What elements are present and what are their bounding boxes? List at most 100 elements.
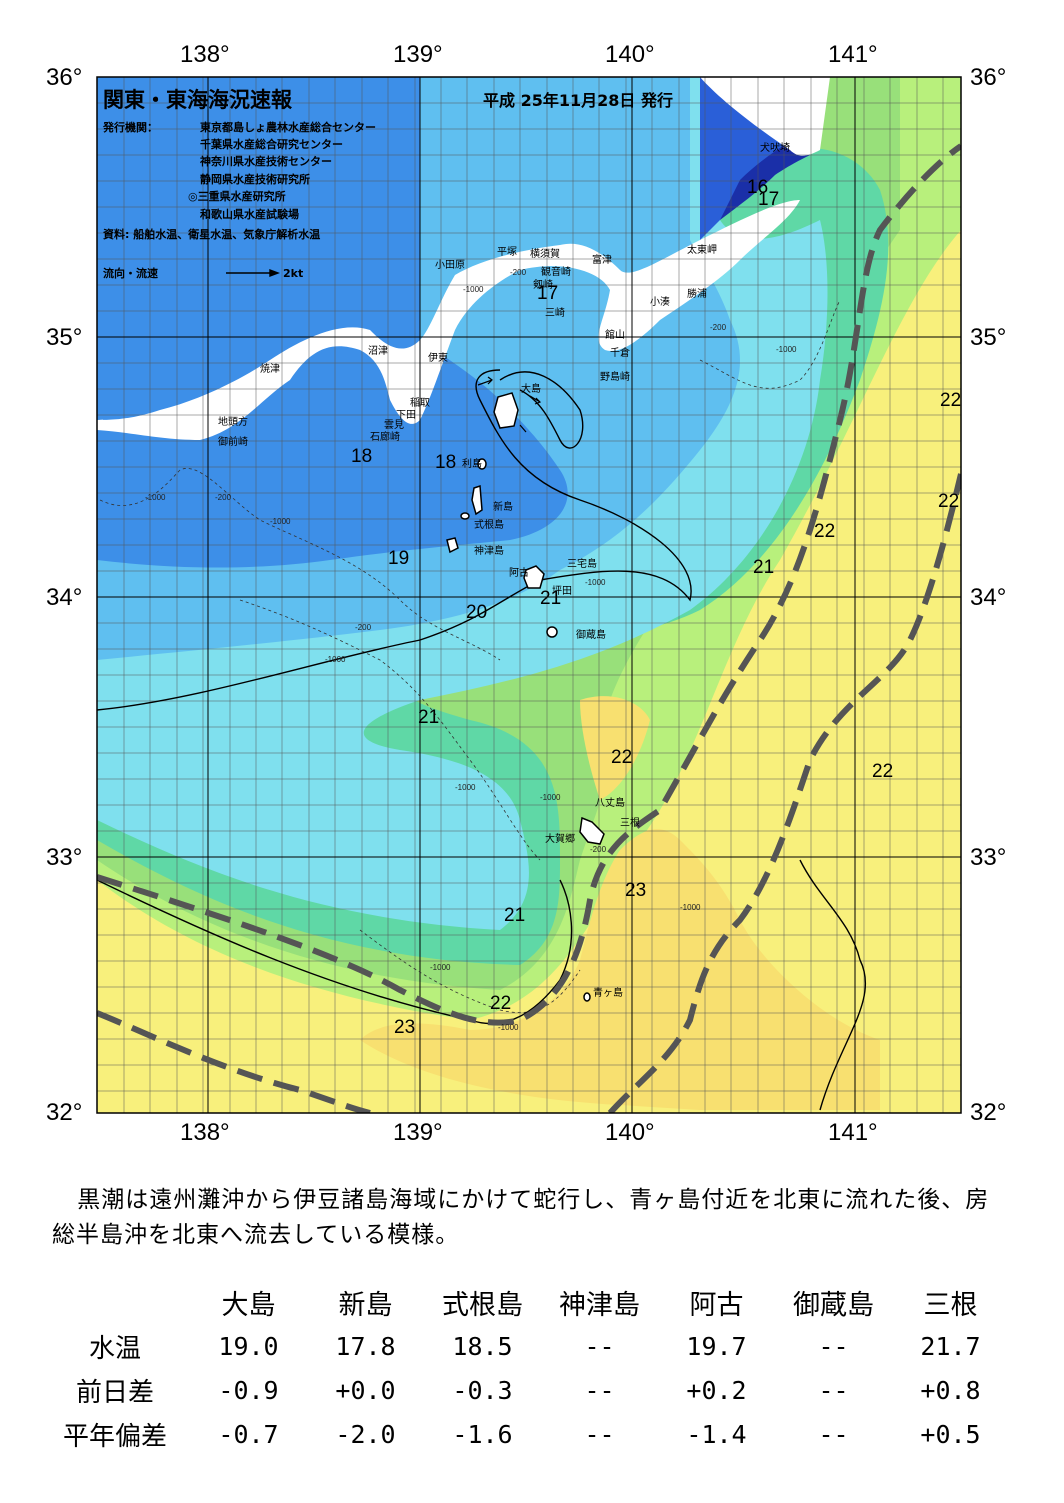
issuer-label: 発行機関： — [102, 120, 158, 134]
place-name: 太東岬 — [687, 243, 717, 256]
table-cell: -0.3 — [452, 1375, 513, 1405]
place-name: 館山 — [605, 328, 625, 341]
place-name: 富津 — [592, 253, 612, 266]
depth-label: -1000 — [455, 783, 476, 792]
table-header-row: 大島 新島 式根島 神津島 阿古 御蔵島 三根 — [40, 1280, 1009, 1324]
table-row: 水温 19.0 17.8 18.5 -- 19.7 -- 21.7 — [40, 1324, 1009, 1368]
place-name: 三根 — [620, 816, 640, 829]
data-source: 資料: 船舶水温、衛星水温、気象庁解析水温 — [103, 227, 320, 241]
place-name: 小湊 — [650, 295, 670, 308]
lon-label: 138° — [180, 1119, 230, 1146]
flow-scale-label: 2kt — [283, 267, 303, 280]
place-name: 八丈島 — [595, 796, 625, 809]
isotherm-label: 17 — [537, 283, 558, 304]
isotherm-label: 19 — [388, 548, 409, 569]
lat-label: 33° — [46, 844, 82, 871]
isotherm-label: 21 — [504, 905, 525, 926]
table-cell: -- — [584, 1375, 615, 1405]
lat-label: 34° — [970, 584, 1006, 611]
island-oshima — [493, 392, 519, 429]
isotherm-label: 22 — [814, 521, 835, 542]
place-name: 大賀郷 — [545, 832, 575, 845]
depth-label: -1000 — [540, 793, 561, 802]
place-name: 下田 — [396, 410, 416, 421]
zone-16 — [720, 130, 810, 220]
issuer-item: 東京都島しょ農林水産総合センター — [200, 120, 376, 134]
lat-label: 35° — [970, 324, 1006, 351]
isotherm-label: 16 — [747, 177, 768, 198]
map-title: 関東・東海海況速報 — [103, 88, 293, 112]
depth-label: -1000 — [585, 578, 606, 587]
lat-label: 36° — [970, 64, 1006, 91]
place-name: 神津島 — [474, 544, 504, 557]
place-name: 雲見 — [384, 419, 404, 431]
latitude-labels-left: 36° 35° 34° 33° 32° — [46, 64, 82, 1126]
place-name: 御前崎 — [218, 435, 248, 448]
depth-contours — [99, 299, 841, 1013]
lon-label: 141° — [828, 41, 878, 68]
issuer-list: 東京都島しょ農林水産総合センター 千葉県水産総合研究センター 神奈川県水産技術セ… — [188, 120, 376, 221]
place-name: 勝浦 — [687, 287, 707, 300]
depth-labels: -200 -1000 -200 -1000 -1000 -200 -1000 -… — [145, 268, 797, 1032]
table-cell: -2.0 — [335, 1419, 396, 1449]
table-cell: -- — [818, 1419, 849, 1449]
depth-label: -1000 — [463, 285, 484, 294]
column-header: 三根 — [923, 1289, 978, 1321]
island-miyakejima — [523, 565, 545, 589]
land — [97, 77, 830, 440]
place-name: 野島崎 — [600, 370, 630, 383]
longitude-labels-top: 138° 139° 140° 141° — [180, 41, 878, 68]
depth-label: -1000 — [270, 517, 291, 526]
issuer-item: 千葉県水産総合研究センター — [200, 137, 343, 151]
isotherm-label: 22 — [872, 761, 893, 782]
issuer-item: 静岡県水産技術研究所 — [200, 172, 310, 186]
table-cell: -1.6 — [452, 1419, 513, 1449]
depth-label: -1000 — [680, 903, 701, 912]
latitude-labels-right: 36° 35° 34° 33° 32° — [970, 64, 1006, 1126]
place-name: 千倉 — [610, 346, 630, 359]
place-names: 犬吠埼 太東岬 勝浦 小湊 館山 千倉 野島崎 富津 横須賀 観音崎 剱崎 三崎… — [218, 141, 790, 999]
depth-label: -200 — [355, 623, 372, 632]
island-aogashima — [583, 992, 591, 1002]
depth-label: -200 — [710, 323, 727, 332]
depth-label: -1000 — [430, 963, 451, 972]
depth-label: -200 — [590, 845, 607, 854]
lon-label: 139° — [393, 41, 443, 68]
lat-label: 36° — [46, 64, 82, 91]
place-name: 伊東 — [428, 351, 448, 364]
flow-scale-arrow — [226, 268, 280, 278]
place-name: 焼津 — [260, 363, 280, 375]
column-header: 阿古 — [689, 1289, 744, 1321]
table-cell: -- — [584, 1419, 615, 1449]
place-name: 平塚 — [497, 246, 517, 258]
table-cell: -1.4 — [686, 1419, 747, 1449]
table-cell: +0.2 — [686, 1375, 747, 1405]
lon-label: 140° — [605, 41, 655, 68]
longitude-labels-bottom: 138° 139° 140° 141° — [180, 1119, 878, 1146]
island-mikurajima — [546, 626, 558, 638]
isotherm-label: 20 — [466, 602, 487, 623]
kuroshio-axis — [97, 143, 961, 1113]
row-header: 平年偏差 — [62, 1421, 167, 1452]
lon-label: 138° — [180, 41, 230, 68]
grid — [97, 77, 961, 1113]
place-name: 大島 — [521, 382, 541, 395]
summary-text: 黒潮は遠州灘沖から伊豆諸島海域にかけて蛇行し、青ヶ島付近を北東に流れた後、房総半… — [52, 1187, 990, 1248]
lat-label: 33° — [970, 844, 1006, 871]
isotherm-label: 21 — [540, 588, 561, 609]
column-header: 御蔵島 — [793, 1289, 874, 1321]
zone-23-5 — [360, 829, 880, 1110]
place-name: 小田原 — [435, 259, 465, 271]
table-cell: 19.7 — [686, 1331, 747, 1361]
table-cell: -- — [584, 1331, 615, 1361]
isotherm-label: 22 — [940, 390, 961, 411]
place-name: 犬吠埼 — [760, 141, 790, 154]
place-name: 観音崎 — [541, 265, 571, 278]
island-hachijojima — [579, 816, 605, 845]
lat-label: 32° — [46, 1099, 82, 1126]
flow-legend-label: 流向・流速 — [103, 266, 158, 280]
place-name: 石廊崎 — [370, 430, 400, 443]
lon-label: 139° — [393, 1119, 443, 1146]
issue-date: 平成 25年11月28日 発行 — [483, 91, 673, 110]
temperature-zones — [97, 77, 961, 1113]
